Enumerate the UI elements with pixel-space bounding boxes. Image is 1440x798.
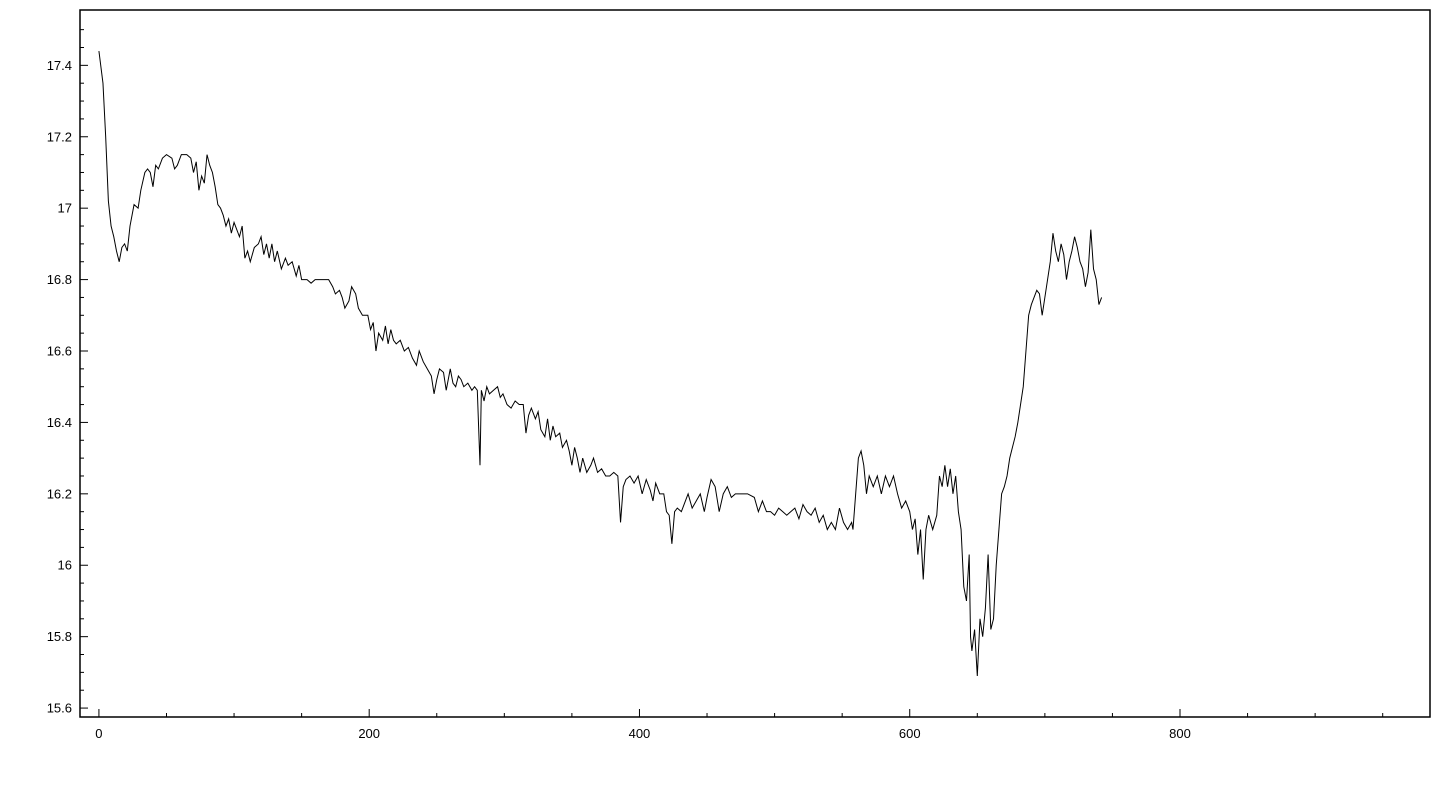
plot-frame [79,9,1431,718]
y-axis: 15.6 15.8 16 16.2 16.4 16.6 16.8 17 17.2 17.4 [47,29,88,716]
y-tick-label: 16.6 [47,344,72,359]
x-tick-label: 200 [358,726,380,741]
y-tick-label: 16.8 [47,272,72,287]
x-axis: 0 200 400 600 800 [95,709,1384,741]
x-tick-label: 400 [629,726,651,741]
y-tick-label: 16 [58,558,72,573]
y-tick-label: 16.4 [47,415,72,430]
y-tick-label: 15.6 [47,701,72,716]
x-tick-label: 800 [1169,726,1191,741]
y-tick-label: 16.2 [47,486,72,501]
x-tick-label: 0 [95,726,102,741]
y-tick-label: 17.2 [47,129,72,144]
y-tick-label: 17.4 [47,58,72,73]
y-tick-label: 15.8 [47,629,72,644]
series-line [98,50,1103,676]
x-tick-label: 600 [899,726,921,741]
y-tick-label: 17 [58,201,72,216]
